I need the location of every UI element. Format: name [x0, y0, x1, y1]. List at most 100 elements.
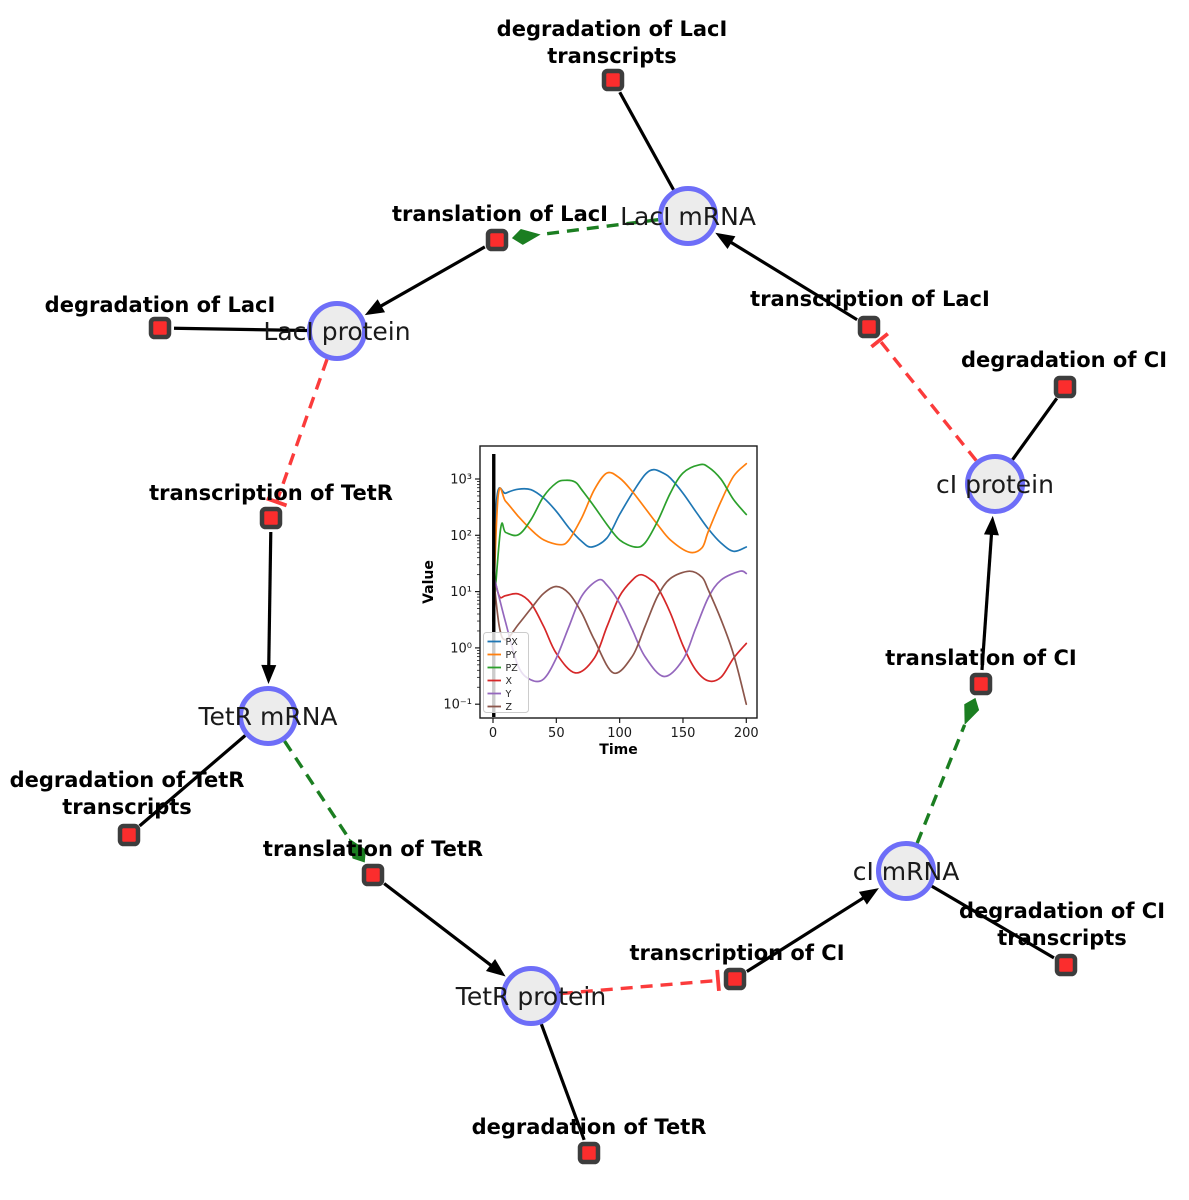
x-tick-label: 0 — [489, 726, 497, 741]
reaction-label-deg_ci_tx-line1: transcripts — [997, 926, 1127, 950]
species-node-laci_mrna[interactable] — [658, 186, 718, 246]
reaction-label-deg_laci-line0: degradation of LacI — [45, 293, 276, 317]
reaction-node-deg_laci[interactable] — [148, 316, 172, 340]
y-tick-label: 10² — [450, 529, 472, 544]
chart-frame — [479, 445, 758, 719]
arrowhead-icon — [983, 515, 999, 536]
x-tick-label: 50 — [548, 726, 565, 741]
inhibition-tee-icon — [870, 332, 890, 349]
reaction-node-transl_ci[interactable] — [969, 672, 993, 696]
y-tick-label: 10¹ — [450, 585, 472, 600]
reaction-label-deg_tetr-line0: degradation of TetR — [472, 1115, 707, 1139]
species-node-ci_mrna[interactable] — [876, 841, 936, 901]
reaction-node-deg_ci_tx[interactable] — [1054, 953, 1078, 977]
chart-legend: PX PY PZ XYZ — [483, 632, 529, 713]
edge-ci_mrna-transl_ci — [915, 697, 980, 844]
edge-ci_protein-tx_laci — [870, 332, 978, 462]
y-tick-label: 10⁻¹ — [443, 698, 472, 713]
reaction-label-transl_laci-line0: translation of LacI — [392, 202, 608, 226]
legend-label-PZ: PZ — [506, 663, 519, 674]
edge-tetr_protein-tx_ci — [560, 969, 721, 996]
x-tick-label: 100 — [607, 726, 632, 741]
y-tick-label: 10³ — [450, 473, 472, 488]
x-axis-title: Time — [599, 742, 637, 758]
modifier-diamond-icon — [964, 697, 980, 725]
edge-tetr_mrna-transl_tetr — [283, 740, 366, 863]
legend-label-Z: Z — [506, 702, 513, 713]
species-label-laci_mrna: LacI mRNA — [620, 202, 756, 231]
edges-layer — [138, 91, 1059, 1141]
curve-PX — [492, 468, 748, 622]
reaction-node-tx_tetr[interactable] — [259, 506, 283, 530]
reaction-label-tx_ci-line0: transcription of CI — [629, 941, 844, 965]
species-node-laci_protein[interactable] — [307, 301, 367, 361]
arrowhead-icon — [261, 664, 277, 685]
species-label-ci_protein: cI protein — [936, 470, 1054, 499]
species-node-ci_protein[interactable] — [965, 454, 1025, 514]
y-tick-label: 10⁰ — [450, 641, 472, 656]
x-tick-label: 200 — [734, 726, 759, 741]
reaction-label-deg_ci-line0: degradation of CI — [961, 348, 1167, 372]
species-label-laci_protein: LacI protein — [263, 317, 410, 346]
reaction-node-deg_laci_tx[interactable] — [601, 68, 625, 92]
inhibition-tee-icon — [266, 496, 288, 508]
reaction-label-deg_tetr_tx-line0: degradation of TetR — [10, 768, 245, 792]
edge-tx_laci-laci_mrna — [715, 232, 858, 322]
reaction-node-deg_tetr_tx[interactable] — [117, 823, 141, 847]
reaction-node-transl_tetr[interactable] — [361, 863, 385, 887]
species-label-ci_mrna: cI mRNA — [853, 857, 960, 886]
reaction-label-deg_ci_tx-line0: degradation of CI — [959, 899, 1165, 923]
modifier-diamond-icon — [348, 838, 366, 863]
curve-Z — [492, 570, 748, 706]
legend-label-X: X — [506, 676, 513, 687]
reaction-label-transl_tetr-line0: translation of TetR — [263, 837, 483, 861]
curve-PY — [492, 462, 748, 622]
species-label-tetr_mrna: TetR mRNA — [197, 702, 337, 731]
edge-transl_tetr-tetr_protein — [383, 882, 506, 977]
arrowhead-icon — [485, 959, 506, 977]
edge-laci_mrna-transl_laci — [511, 218, 659, 245]
inhibition-tee-icon — [715, 969, 721, 992]
curve-Y — [492, 570, 748, 683]
edge-laci_mrna-deg_laci_tx — [618, 91, 675, 191]
reaction-label-tx_tetr-line0: transcription of TetR — [149, 481, 393, 505]
inset-chart: 0 50 100 150 20010³10²10¹10⁰10⁻¹TimeValuePXP… — [421, 445, 759, 758]
edge-tx_tetr-tetr_mrna — [261, 531, 277, 685]
reaction-node-transl_laci[interactable] — [485, 228, 509, 252]
reaction-label-transl_ci-line0: translation of CI — [885, 646, 1076, 670]
reaction-node-tx_ci[interactable] — [723, 967, 747, 991]
species-node-tetr_protein[interactable] — [501, 966, 561, 1026]
reaction-node-deg_ci[interactable] — [1053, 375, 1077, 399]
arrowhead-icon — [858, 888, 879, 905]
nodes-layer — [117, 68, 1078, 1165]
reaction-label-deg_laci_tx-line1: transcripts — [547, 44, 677, 68]
edge-laci_protein-tx_tetr — [266, 358, 329, 508]
reaction-node-tx_laci[interactable] — [857, 315, 881, 339]
edge-tetr_protein-deg_tetr — [539, 1023, 586, 1141]
edge-ci_mrna-deg_ci_tx — [931, 884, 1055, 960]
legend-box — [483, 632, 529, 713]
curve-X — [492, 571, 748, 683]
modifier-diamond-icon — [511, 228, 541, 245]
species-node-tetr_mrna[interactable] — [238, 686, 298, 746]
reaction-node-deg_tetr[interactable] — [577, 1141, 601, 1165]
x-tick-label: 150 — [671, 726, 696, 741]
edge-transl_ci-ci_protein — [980, 515, 999, 671]
edge-tx_ci-ci_mrna — [745, 888, 879, 973]
legend-label-Y: Y — [505, 689, 512, 700]
edge-ci_protein-deg_ci — [1011, 397, 1059, 461]
y-axis-title: Value — [421, 560, 437, 604]
legend-label-PY: PY — [506, 650, 518, 661]
reaction-label-tx_laci-line0: transcription of LacI — [750, 287, 990, 311]
reaction-label-deg_laci_tx-line0: degradation of LacI — [497, 17, 728, 41]
edge-tetr_mrna-deg_tetr_tx — [138, 734, 247, 828]
arrowhead-icon — [364, 299, 386, 316]
legend-label-PX: PX — [506, 637, 519, 648]
curve-PZ — [492, 463, 748, 622]
species-label-tetr_protein: TetR protein — [455, 982, 606, 1011]
labels-layer: LacI mRNA LacI protein TetR mRNA TetR prote… — [10, 17, 1167, 1139]
edge-transl_laci-laci_protein — [364, 245, 486, 316]
edge-laci_protein-deg_laci — [173, 326, 308, 333]
reaction-label-deg_tetr_tx-line1: transcripts — [62, 795, 192, 819]
